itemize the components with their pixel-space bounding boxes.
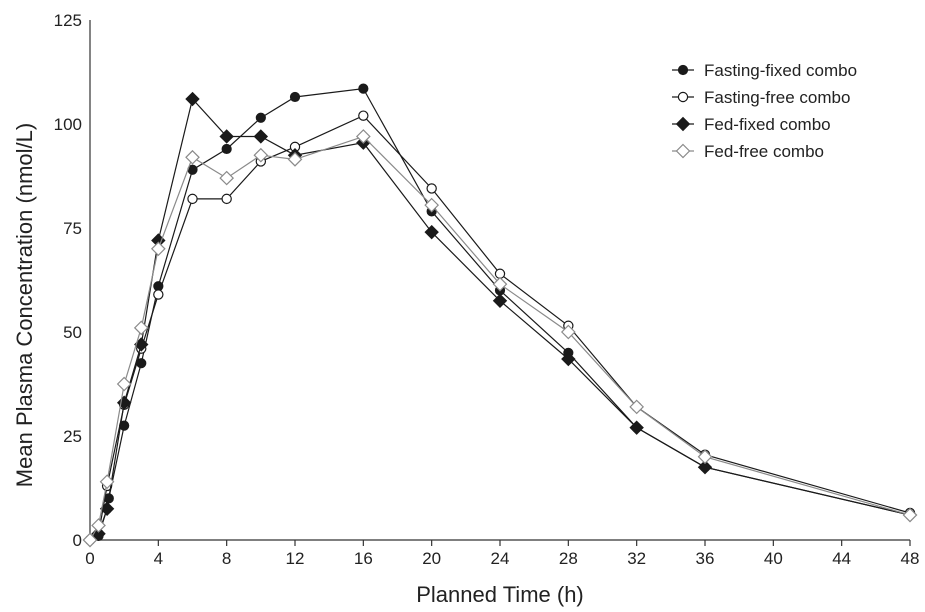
data-point	[426, 183, 437, 194]
legend: Fasting-fixed combo Fasting-free combo Fed…	[672, 61, 857, 161]
data-point	[697, 449, 713, 465]
y-tick-label: 125	[54, 11, 82, 30]
data-point	[219, 170, 235, 186]
data-point	[219, 129, 234, 144]
x-tick-label: 20	[422, 549, 441, 568]
data-point	[91, 518, 106, 533]
y-tick-label: 100	[54, 115, 82, 134]
x-tick-label: 32	[627, 549, 646, 568]
y-axis-title: Mean Plasma Concentration (nmol/L)	[12, 123, 37, 487]
series-2	[84, 110, 916, 546]
legend-item: Fed-fixed combo	[672, 115, 831, 134]
data-point	[99, 474, 115, 490]
legend-item: Fed-free combo	[672, 142, 824, 161]
data-point	[561, 351, 576, 367]
x-tick-label: 48	[901, 549, 920, 568]
legend-marker	[675, 116, 691, 132]
x-tick-label: 28	[559, 549, 578, 568]
series-4	[82, 129, 918, 548]
legend-item: Fasting-fixed combo	[672, 61, 857, 80]
data-point	[116, 376, 132, 392]
series-line	[89, 135, 911, 541]
data-point	[153, 289, 164, 300]
y-tick-label: 0	[73, 531, 82, 550]
data-point	[255, 112, 266, 123]
series-layer	[82, 83, 918, 548]
legend-item: Fasting-free combo	[672, 88, 850, 107]
y-tick-label: 25	[63, 427, 82, 446]
data-point	[355, 129, 371, 144]
x-tick-label: 36	[696, 549, 715, 568]
legend-label: Fed-fixed combo	[704, 115, 831, 134]
data-point	[221, 193, 232, 205]
data-point	[492, 276, 508, 292]
x-tick-label: 0	[85, 549, 94, 568]
data-point	[289, 91, 301, 103]
data-point	[697, 459, 713, 475]
data-point	[358, 110, 369, 121]
data-point	[185, 149, 200, 165]
legend-label: Fed-free combo	[704, 142, 824, 161]
x-axis-title: Planned Time (h)	[416, 582, 584, 607]
data-point	[492, 293, 508, 309]
x-tick-label: 4	[154, 549, 163, 568]
x-tick-label: 44	[832, 549, 851, 568]
data-point	[221, 143, 232, 155]
data-point	[187, 193, 198, 205]
data-point	[287, 152, 303, 167]
legend-marker	[677, 64, 689, 76]
legend-label: Fasting-free combo	[704, 88, 850, 107]
x-tick-label: 16	[354, 549, 373, 568]
data-point	[253, 129, 269, 144]
x-tick-label: 24	[491, 549, 510, 568]
data-point	[82, 532, 98, 548]
data-point	[424, 224, 439, 240]
data-point	[424, 197, 440, 213]
legend-label: Fasting-fixed combo	[704, 61, 857, 80]
x-tick-label: 12	[286, 549, 305, 568]
data-point	[253, 147, 269, 163]
data-point	[185, 91, 200, 107]
data-point	[560, 324, 576, 340]
x-tick-label: 40	[764, 549, 783, 568]
data-point	[629, 399, 645, 415]
data-point	[150, 241, 166, 257]
y-tick-label: 50	[63, 323, 82, 342]
legend-marker	[677, 91, 689, 103]
legend-marker	[675, 143, 691, 159]
y-tick-label: 75	[63, 219, 82, 238]
data-point	[629, 420, 644, 435]
data-point	[902, 507, 918, 523]
data-point	[358, 83, 369, 94]
series-line	[89, 114, 911, 541]
series-line	[89, 97, 911, 541]
data-point	[133, 320, 149, 336]
x-tick-label: 8	[222, 549, 231, 568]
